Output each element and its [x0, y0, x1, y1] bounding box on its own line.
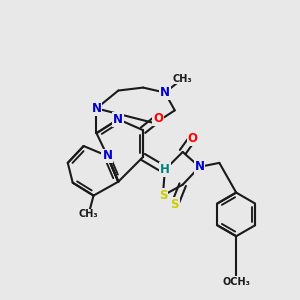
Text: N: N	[194, 160, 205, 173]
Text: N: N	[102, 149, 112, 162]
Text: CH₃: CH₃	[173, 74, 193, 84]
Text: S: S	[159, 189, 167, 202]
Text: O: O	[188, 132, 198, 145]
Text: OCH₃: OCH₃	[222, 277, 250, 287]
Text: CH₃: CH₃	[79, 209, 98, 219]
Text: N: N	[113, 113, 123, 126]
Text: O: O	[153, 112, 163, 125]
Text: H: H	[160, 163, 170, 176]
Text: S: S	[170, 198, 179, 211]
Text: N: N	[92, 102, 101, 115]
Text: N: N	[160, 86, 170, 99]
